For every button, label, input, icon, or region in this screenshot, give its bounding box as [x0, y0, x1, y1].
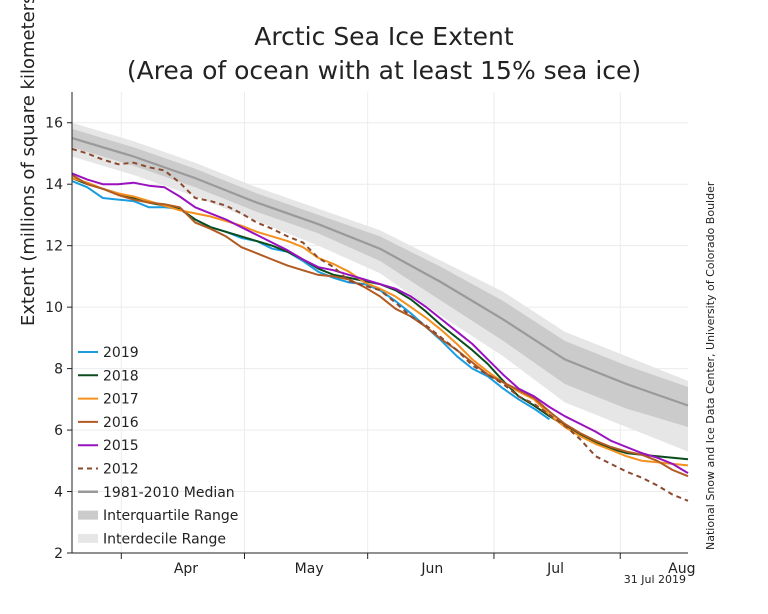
- legend-label: 2018: [103, 368, 139, 384]
- y-tick-label: 6: [54, 423, 63, 439]
- legend-label: Interdecile Range: [103, 531, 226, 547]
- legend-label: 2016: [103, 415, 139, 431]
- y-tick-label: 8: [54, 362, 63, 378]
- legend-label: Interquartile Range: [103, 508, 238, 524]
- legend-label: 2012: [103, 462, 139, 478]
- x-tick-label-aug: Aug: [668, 561, 695, 577]
- x-tick-label-jul: Jul: [546, 561, 564, 577]
- interquartile-band: [72, 128, 688, 427]
- chart-title: Arctic Sea Ice Extent: [254, 22, 514, 51]
- y-axis-label: Extent (millions of square kilometers): [18, 0, 39, 326]
- y-tick-label: 14: [45, 177, 63, 193]
- series-line-2016: [71, 174, 689, 478]
- series-line-2012: [71, 147, 689, 502]
- series-line-2017: [71, 177, 689, 467]
- y-tick-label: 16: [45, 116, 63, 132]
- credit-text: National Snow and Ice Data Center, Unive…: [704, 181, 717, 550]
- x-tick-label-may: May: [295, 561, 324, 577]
- x-tick-label-jun: Jun: [420, 561, 443, 577]
- y-tick-label: 12: [45, 239, 63, 255]
- interdecile-band: [72, 122, 688, 452]
- y-tick-label: 4: [54, 485, 63, 501]
- legend: 2019 2018 2017 2016 2015 2012 1981-2010 Median…: [78, 345, 238, 547]
- legend-label: 2017: [103, 392, 139, 408]
- legend-label: 2015: [103, 438, 139, 454]
- date-stamp: 31 Jul 2019: [623, 573, 686, 586]
- series-line-2015: [71, 172, 689, 474]
- chart-subtitle: (Area of ocean with at least 15% sea ice…: [126, 56, 642, 85]
- legend-label: 1981-2010 Median: [103, 485, 235, 501]
- y-tick-label: 10: [45, 300, 63, 316]
- median-line: [71, 137, 689, 407]
- y-tick-label: 2: [54, 546, 63, 562]
- series-line-2019: [71, 180, 550, 421]
- legend-label: 2019: [103, 345, 139, 361]
- x-tick-label-apr: Apr: [174, 561, 198, 577]
